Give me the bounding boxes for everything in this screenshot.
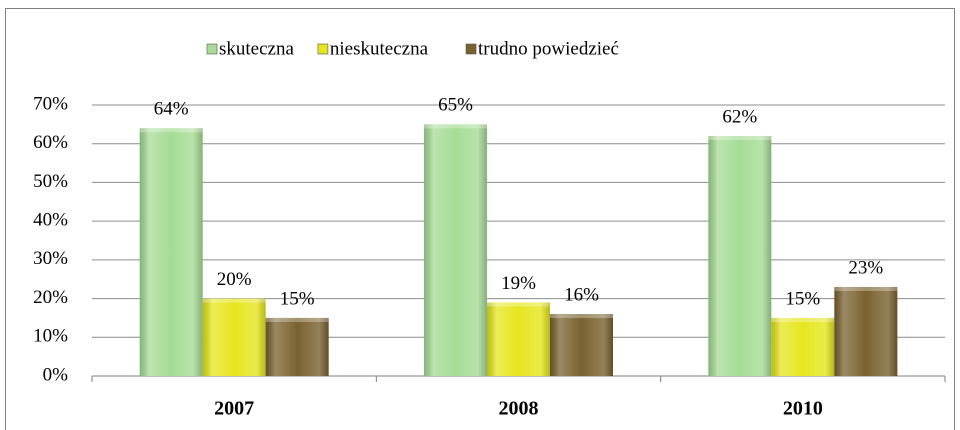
bar-cap	[424, 124, 487, 129]
data-label: 65%	[438, 95, 473, 116]
y-tick-label: 40%	[33, 210, 68, 231]
data-label: 15%	[785, 288, 820, 309]
y-tick-label: 70%	[33, 93, 68, 114]
bar-shade	[487, 302, 550, 376]
x-tick-label: 2008	[499, 398, 539, 420]
data-label: 64%	[154, 99, 189, 120]
data-label: 23%	[848, 257, 883, 278]
bar-shade	[424, 124, 487, 376]
data-label: 20%	[217, 269, 252, 290]
y-tick-label: 20%	[33, 287, 68, 308]
bar-cap	[265, 317, 329, 322]
bar-cap	[139, 128, 203, 133]
legend-marker	[206, 43, 218, 55]
legend-label: trudno powiedzieć	[478, 38, 619, 59]
y-tick-label: 0%	[43, 364, 69, 385]
bar-cap	[202, 298, 266, 303]
bar-cap	[487, 302, 550, 307]
legend-label: nieskuteczna	[330, 38, 429, 59]
bar-shade	[139, 128, 203, 376]
bar-shade	[834, 286, 898, 376]
bar-shade	[550, 314, 613, 376]
y-tick-label: 60%	[33, 132, 68, 153]
bar-cap	[771, 317, 835, 322]
y-tick-label: 50%	[33, 171, 68, 192]
legend-label: skuteczna	[219, 38, 294, 59]
x-tick-label: 2010	[783, 398, 823, 420]
bar-shade	[771, 317, 835, 376]
bar-cap	[708, 135, 772, 140]
data-label: 62%	[722, 106, 757, 127]
x-tick-label: 2007	[214, 398, 254, 420]
bar-shade	[708, 135, 772, 376]
bar-cap	[834, 286, 898, 291]
legend-marker	[317, 43, 329, 55]
bar-shade	[202, 298, 266, 376]
data-label: 16%	[564, 284, 599, 305]
y-tick-label: 30%	[33, 248, 68, 269]
y-tick-label: 10%	[33, 326, 68, 347]
bar-cap	[550, 314, 613, 319]
data-label: 19%	[501, 273, 536, 294]
legend-marker	[465, 43, 477, 55]
bar-shade	[265, 317, 329, 376]
data-label: 15%	[280, 288, 315, 309]
